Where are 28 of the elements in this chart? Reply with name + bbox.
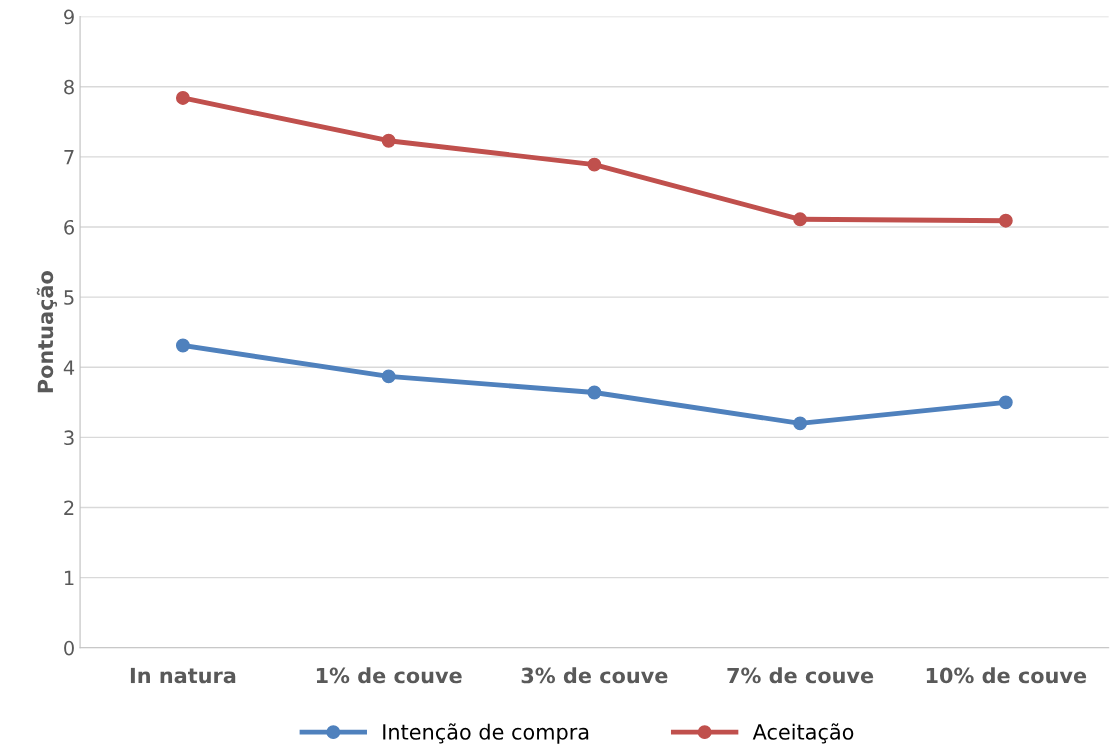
y-tick-label: 6 xyxy=(64,219,74,235)
y-tick-label: 8 xyxy=(64,79,74,95)
y-tick-label: 9 xyxy=(64,9,74,25)
y-tick-label: 1 xyxy=(64,570,74,586)
x-tick-label: 3% de couve xyxy=(521,667,668,684)
point xyxy=(175,338,190,353)
point xyxy=(998,395,1013,410)
legend-label: Intenção de compra xyxy=(383,723,589,744)
point xyxy=(998,213,1013,228)
y-tick-label: 4 xyxy=(63,360,75,375)
point xyxy=(175,91,190,105)
y-tick-label: 2 xyxy=(64,500,74,515)
point xyxy=(381,369,396,384)
y-tick-label: 3 xyxy=(64,430,74,446)
legend-label: Aceitação xyxy=(752,723,854,744)
point xyxy=(587,385,602,400)
y-tick-label: 0 xyxy=(64,640,74,656)
point xyxy=(793,416,808,431)
x-tick-label: 7% de couve xyxy=(727,667,874,684)
x-tick-label: 1% de couve xyxy=(316,667,462,684)
x-tick-label: In natura xyxy=(130,667,236,684)
point xyxy=(587,157,602,172)
y-tick-label: 7 xyxy=(64,150,74,165)
y-axis-title: Pontuação xyxy=(36,271,58,393)
point xyxy=(381,133,396,148)
point xyxy=(793,212,808,227)
x-tick-label: 10% de couve xyxy=(926,667,1087,684)
y-tick-label: 5 xyxy=(64,290,74,305)
